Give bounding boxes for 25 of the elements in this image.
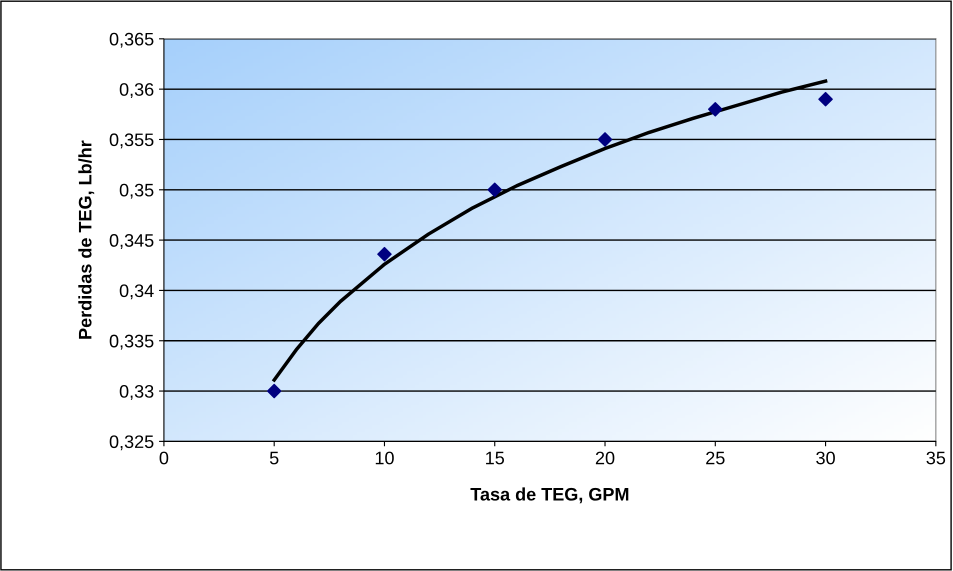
y-tick-label: 0,355 xyxy=(110,133,154,148)
x-tick-label: 30 xyxy=(816,452,835,464)
y-tick-label: 0,34 xyxy=(120,284,154,300)
point xyxy=(266,384,282,398)
y-tick-label: 0,35 xyxy=(120,184,154,199)
y-tick-label: 0,365 xyxy=(110,32,154,48)
x-tick-label: 25 xyxy=(706,452,725,464)
x-tick-label: 20 xyxy=(596,452,614,464)
x-tick-label: 5 xyxy=(270,452,278,464)
x-tick-label: 35 xyxy=(926,452,946,464)
y-tick-label: 0,335 xyxy=(110,334,154,350)
y-axis-title: Perdidas de TEG, Lb/hr xyxy=(78,140,94,339)
point xyxy=(487,182,502,198)
x-tick-label: 10 xyxy=(376,452,394,464)
y-tick-label: 0,36 xyxy=(120,83,154,98)
point xyxy=(377,246,392,262)
point xyxy=(598,132,612,147)
x-tick-label: 0 xyxy=(160,452,168,464)
y-tick-label: 0,345 xyxy=(110,234,154,249)
y-tick-label: 0,325 xyxy=(110,435,154,450)
point xyxy=(818,92,833,106)
point xyxy=(708,102,723,117)
y-tick-label: 0,33 xyxy=(120,385,154,400)
x-tick-label: 15 xyxy=(486,452,504,464)
x-axis-title: Tasa de TEG, GPM xyxy=(470,487,628,504)
